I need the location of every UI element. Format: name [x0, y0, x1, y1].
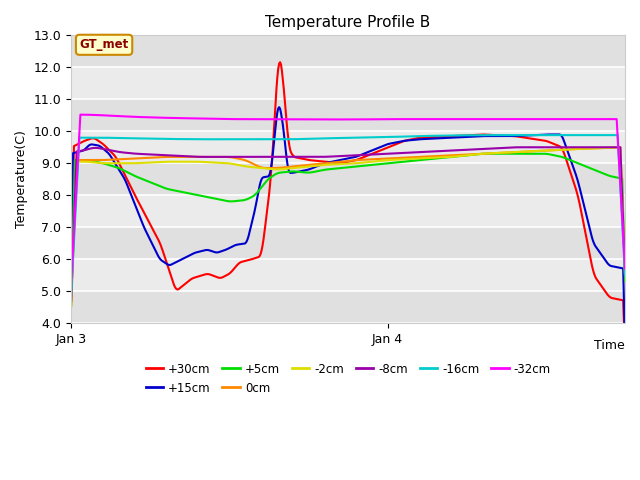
Bar	[71, 291, 625, 323]
Bar	[71, 163, 625, 195]
Bar	[71, 99, 625, 132]
Text: GT_met: GT_met	[79, 38, 129, 51]
Y-axis label: Temperature(C): Temperature(C)	[15, 131, 28, 228]
Bar	[71, 259, 625, 291]
Bar	[71, 132, 625, 163]
Bar	[71, 195, 625, 227]
Legend: +30cm, +15cm, +5cm, 0cm, -2cm, -8cm, -16cm, -32cm: +30cm, +15cm, +5cm, 0cm, -2cm, -8cm, -16…	[141, 358, 556, 399]
Bar	[71, 36, 625, 67]
Text: Time: Time	[595, 339, 625, 352]
Bar	[71, 67, 625, 99]
Title: Temperature Profile B: Temperature Profile B	[266, 15, 431, 30]
Bar	[71, 227, 625, 259]
